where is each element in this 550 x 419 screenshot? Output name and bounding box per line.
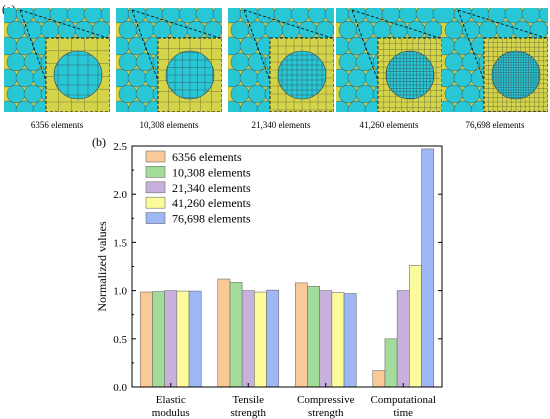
mesh-image-1 [4,8,110,112]
bar-4-1 [176,290,190,388]
bar-1-3 [294,282,308,388]
bar-3-3 [319,290,333,388]
bar-5-4 [421,148,435,388]
bar-2-4 [384,338,398,388]
mesh-caption-2: 10,308 elements [139,120,199,130]
bar-2-1 [152,291,165,388]
x-tick-label: Tensile [232,394,264,406]
legend-swatch [145,150,166,163]
y-axis: 0.0 0.5 1.0 1.5 2.0 2.5 [113,141,442,394]
bar-1-4 [372,370,386,388]
x-tick-label: Computational [371,394,436,406]
x-tick-label: strength [308,407,344,419]
bar-3-2 [241,290,255,388]
mesh-image-3 [228,8,334,112]
y-tick-label: 0.5 [113,334,127,346]
legend-label: 21,340 elements [172,181,251,195]
mesh-image-4 [336,8,442,112]
legend-label: 76,698 elements [172,212,251,226]
mesh-image-5 [442,8,548,112]
x-tick-label: time [393,407,413,419]
y-tick-label: 1.0 [113,286,127,298]
legend-swatch [145,196,166,209]
y-tick-label: 2.5 [113,141,127,153]
bar-4-2 [254,291,267,388]
bar-2-3 [307,285,320,388]
bar-4-4 [409,265,422,388]
legend-swatch [145,181,166,194]
bar-1-2 [217,278,231,388]
y-tick-label: 2.0 [113,189,127,201]
bar-5-1 [188,290,202,388]
legend-swatch [145,212,166,224]
x-tick-label: modulus [152,407,190,419]
mesh-caption-3: 21,340 elements [251,120,311,130]
mesh-image-2 [116,8,222,112]
x-tick-label: Elastic [156,394,186,406]
mesh-caption-5: 76,698 elements [465,120,525,130]
bar-2-2 [229,282,243,388]
x-axis: ElasticmodulusTensilestrengthCompressive… [152,383,436,419]
legend-label: 6356 elements [172,150,242,164]
y-tick-label: 1.5 [113,237,127,249]
legend-label: 10,308 elements [172,165,251,179]
bar-3-1 [164,290,178,388]
bar-5-2 [266,289,280,388]
bar-3-4 [396,290,410,388]
mesh-caption-1: 6356 elements [30,120,84,130]
bar-4-3 [331,292,345,388]
legend-swatch [145,166,166,178]
bar-group [139,148,435,388]
y-axis-label: Normalized values [95,221,109,312]
bar-5-3 [343,293,357,388]
y-tick-label: 0.0 [113,382,127,394]
mesh-caption-4: 41,260 elements [359,120,419,130]
bar-1-1 [139,291,153,388]
x-tick-label: Compressive [297,394,355,406]
x-tick-label: strength [231,407,267,419]
legend-label: 41,260 elements [172,196,251,210]
panel-b-label: (b) [92,135,106,149]
